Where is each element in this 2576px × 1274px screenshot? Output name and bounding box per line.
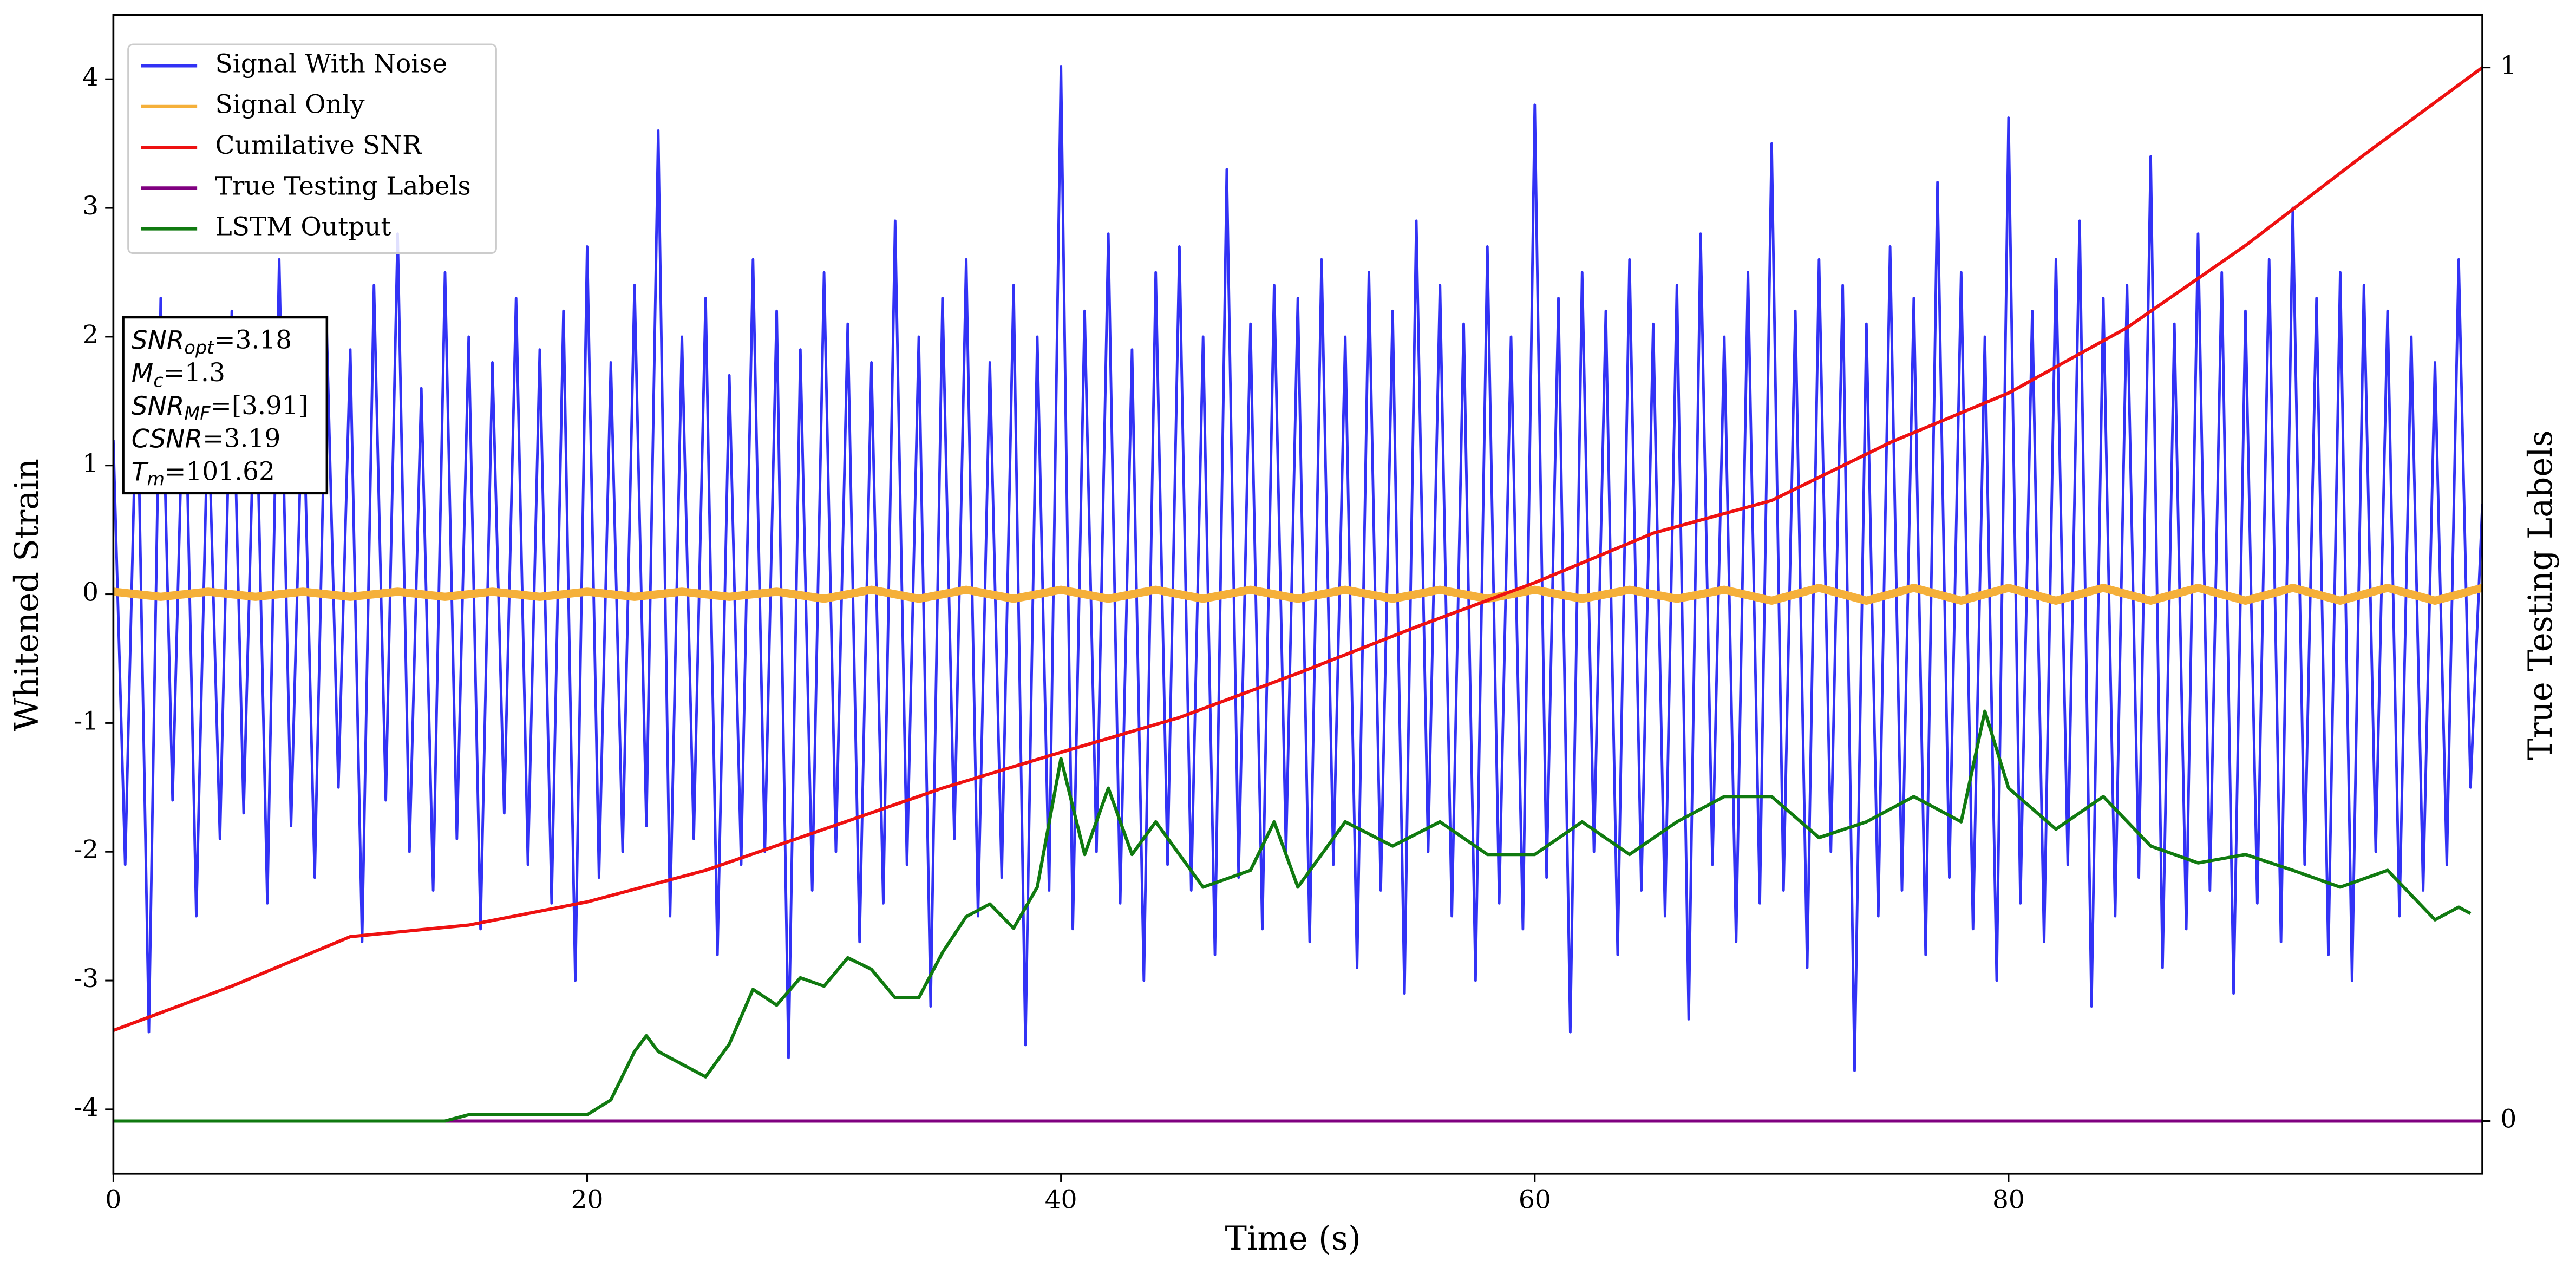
y-axis-label: Whitened Strain xyxy=(8,459,46,731)
legend-label: Cumilative SNR xyxy=(215,130,423,160)
annotation-symbol: T xyxy=(132,457,149,487)
y-tick-label: 4 xyxy=(82,62,99,92)
y-tick-label: 1 xyxy=(82,449,99,479)
x-tick-label: 0 xyxy=(105,1185,121,1214)
annotation-symbol: SNR xyxy=(132,325,185,355)
y-tick-label: -2 xyxy=(74,835,99,865)
x-tick-label: 40 xyxy=(1045,1185,1077,1214)
series-line xyxy=(113,66,2483,1033)
annotation-box: SNRopt=3.18Mc=1.3SNRMF=[3.91]CSNR=3.19Tm… xyxy=(122,316,329,495)
legend-label: LSTM Output xyxy=(215,212,391,242)
legend-box xyxy=(127,43,497,254)
y-tick-label: 3 xyxy=(82,191,99,221)
annotation-frame xyxy=(122,316,329,495)
annotation-text: SNRopt=3.18 xyxy=(132,325,292,358)
legend-label: Signal Only xyxy=(215,90,365,120)
y-tick-label: 2 xyxy=(82,320,99,350)
annotation-subscript: c xyxy=(153,370,163,391)
annotation-symbol: M xyxy=(132,358,154,388)
y-tick-label: -4 xyxy=(74,1093,99,1122)
annotation-value: =1.3 xyxy=(164,358,225,388)
annotation-subscript: MF xyxy=(184,403,211,424)
y2-axis-label: True Testing Labels xyxy=(2522,430,2560,760)
legend-label: Signal With Noise xyxy=(215,49,448,79)
x-tick-label: 60 xyxy=(1519,1185,1551,1214)
y2-tick-label: 0 xyxy=(2500,1104,2516,1134)
x-tick-label: 20 xyxy=(571,1185,604,1214)
legend-label: True Testing Labels xyxy=(215,171,471,201)
y2-tick-label: 1 xyxy=(2500,51,2516,81)
annotation-subscript: m xyxy=(147,468,165,489)
y-tick-label: -3 xyxy=(74,964,99,994)
annotation-value: =[3.91] xyxy=(210,391,308,421)
series-line xyxy=(113,584,2483,605)
x-tick-label: 80 xyxy=(1992,1185,2025,1214)
x-axis-label: Time (s) xyxy=(1225,1220,1361,1258)
legend: Signal With Noise Signal Only Cumilative S… xyxy=(127,43,497,254)
annotation-value: =101.62 xyxy=(165,456,275,486)
y-tick-label: -1 xyxy=(74,706,99,736)
annotation-text: Tm=101.62 xyxy=(132,456,275,489)
annotation-text: Mc=1.3 xyxy=(132,358,225,391)
annotation-text: SNRMF=[3.91] xyxy=(132,391,308,424)
annotation-value: =3.19 xyxy=(202,424,280,454)
series-line xyxy=(113,65,2483,1072)
annotation-value: =3.18 xyxy=(214,325,292,355)
annotation-symbol: CSNR xyxy=(132,424,202,454)
annotation-subscript: opt xyxy=(184,337,215,358)
annotation-symbol: SNR xyxy=(132,391,185,421)
series-line xyxy=(113,709,2472,1123)
y-tick-label: 0 xyxy=(82,578,99,607)
annotation-text: CSNR=3.19 xyxy=(132,424,281,454)
